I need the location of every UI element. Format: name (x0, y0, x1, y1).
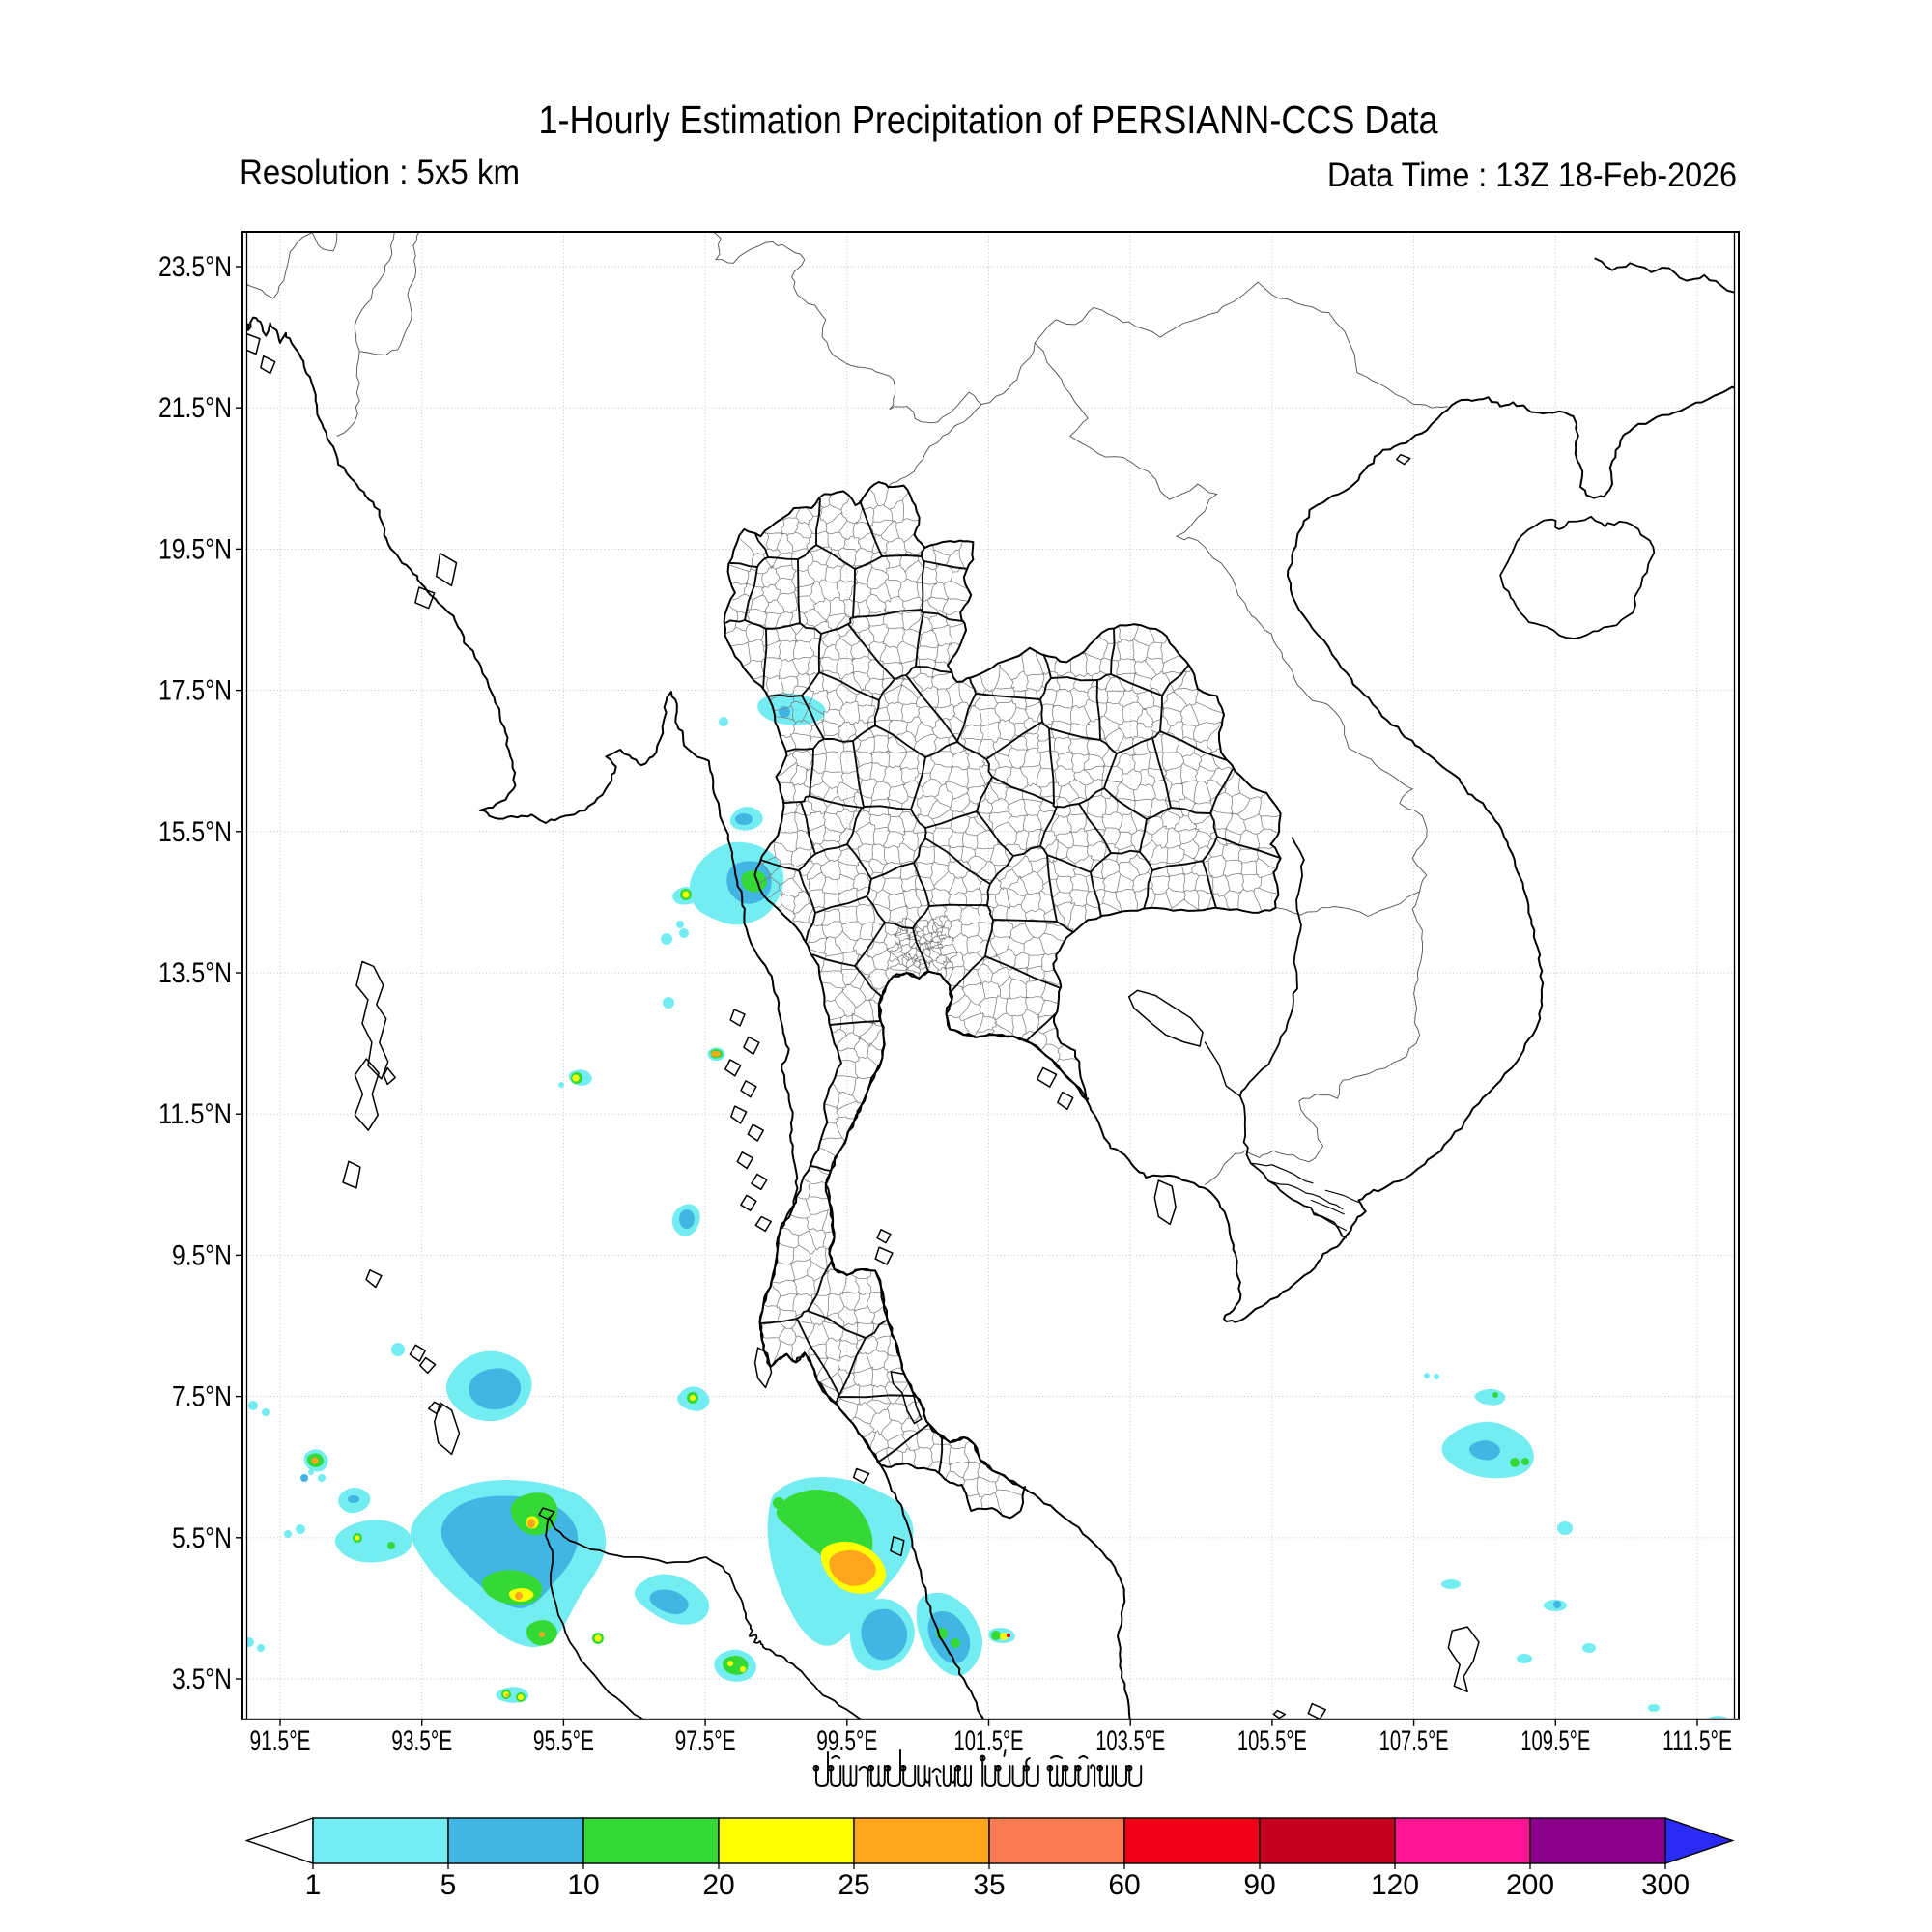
svg-text:200: 200 (1506, 1869, 1554, 1901)
svg-text:111.5°E: 111.5°E (1662, 1725, 1732, 1757)
svg-text:103.5°E: 103.5°E (1095, 1725, 1165, 1757)
svg-text:91.5°E: 91.5°E (250, 1725, 311, 1757)
svg-text:11.5°N: 11.5°N (158, 1098, 232, 1130)
svg-text:101.5°E: 101.5°E (954, 1725, 1024, 1757)
svg-text:13.5°N: 13.5°N (158, 957, 232, 989)
svg-text:35: 35 (973, 1869, 1005, 1901)
svg-text:300: 300 (1641, 1869, 1690, 1901)
svg-text:17.5°N: 17.5°N (158, 675, 232, 707)
svg-text:90: 90 (1243, 1869, 1275, 1901)
svg-text:1-Hourly Estimation Precipitat: 1-Hourly Estimation Precipitation of PER… (539, 98, 1438, 142)
svg-text:25: 25 (838, 1869, 869, 1901)
svg-text:60: 60 (1108, 1869, 1140, 1901)
svg-text:5.5°N: 5.5°N (172, 1522, 232, 1554)
svg-text:120: 120 (1371, 1869, 1419, 1901)
svg-text:Resolution : 5x5 km: Resolution : 5x5 km (240, 154, 520, 191)
svg-text:20: 20 (702, 1869, 734, 1901)
svg-text:3.5°N: 3.5°N (172, 1663, 232, 1695)
svg-text:5: 5 (440, 1869, 457, 1901)
svg-text:99.5°E: 99.5°E (816, 1725, 877, 1757)
svg-text:1: 1 (305, 1869, 322, 1901)
svg-text:9.5°N: 9.5°N (172, 1239, 232, 1271)
svg-text:21.5°N: 21.5°N (158, 392, 232, 424)
svg-text:109.5°E: 109.5°E (1520, 1725, 1590, 1757)
svg-text:23.5°N: 23.5°N (158, 251, 232, 283)
svg-text:15.5°N: 15.5°N (158, 816, 232, 848)
svg-text:10: 10 (567, 1869, 599, 1901)
svg-text:93.5°E: 93.5°E (391, 1725, 452, 1757)
svg-text:107.5°E: 107.5°E (1379, 1725, 1449, 1757)
svg-text:19.5°N: 19.5°N (158, 533, 232, 565)
svg-text:Data Time : 13Z 18-Feb-2026: Data Time : 13Z 18-Feb-2026 (1327, 156, 1737, 194)
svg-text:105.5°E: 105.5°E (1237, 1725, 1307, 1757)
svg-text:97.5°E: 97.5°E (675, 1725, 736, 1757)
svg-text:95.5°E: 95.5°E (533, 1725, 594, 1757)
svg-text:7.5°N: 7.5°N (172, 1381, 232, 1413)
